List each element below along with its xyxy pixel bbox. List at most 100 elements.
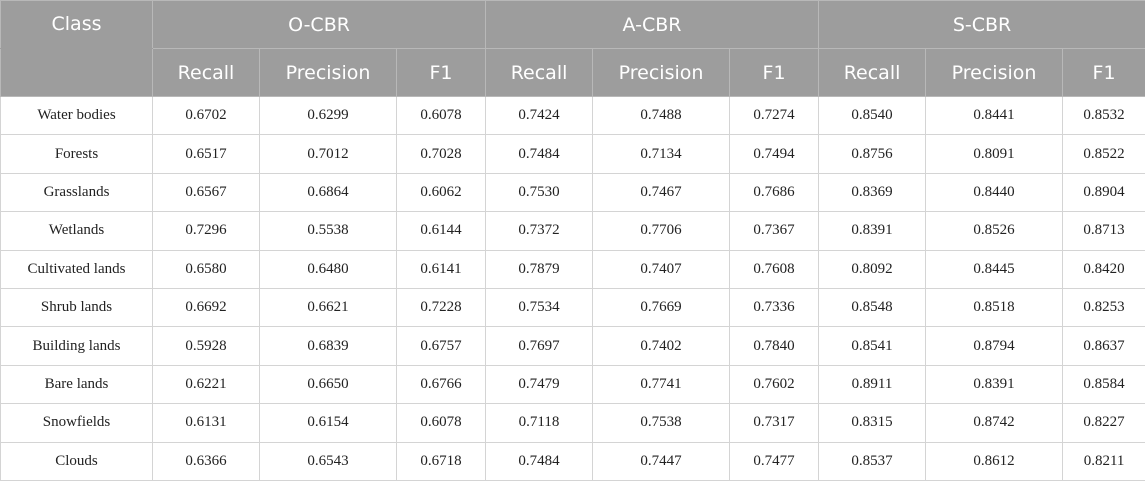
value-cell: 0.7484 [485, 134, 594, 174]
class-cell: Shrub lands [0, 287, 153, 328]
value-cell: 0.6154 [259, 403, 397, 443]
value-cell: 0.8911 [818, 364, 927, 405]
value-cell: 0.6839 [259, 326, 397, 366]
value-cell: 0.7402 [592, 326, 731, 366]
value-cell: 0.6062 [395, 172, 487, 213]
value-cell: 0.8742 [925, 403, 1064, 443]
value-cell: 0.8548 [818, 287, 927, 328]
value-cell: 0.8540 [818, 95, 927, 136]
value-cell: 0.7424 [485, 95, 594, 136]
table-row: Building lands 0.5928 0.6839 0.6757 0.7697 0.… [0, 326, 1145, 366]
value-cell: 0.8420 [1062, 249, 1145, 289]
value-cell: 0.8518 [925, 287, 1064, 328]
value-cell: 0.8391 [818, 211, 927, 251]
value-cell: 0.7840 [729, 326, 820, 366]
value-cell: 0.8441 [925, 95, 1064, 136]
value-cell: 0.6580 [152, 249, 260, 289]
value-cell: 0.7028 [395, 134, 487, 174]
class-cell: Clouds [0, 441, 153, 481]
value-cell: 0.7479 [485, 364, 594, 405]
value-cell: 0.6078 [395, 95, 487, 136]
group-header: O-CBR [151, 0, 487, 49]
value-cell: 0.7467 [592, 172, 731, 213]
value-cell: 0.7134 [592, 134, 731, 174]
column-header: F1 [1062, 48, 1145, 97]
value-cell: 0.7012 [259, 134, 397, 174]
column-header: F1 [729, 48, 820, 97]
table-row: Water bodies 0.6702 0.6299 0.6078 0.7424 0.74… [0, 95, 1145, 136]
table-row: Forests 0.6517 0.7012 0.7028 0.7484 0.7134 0.7… [0, 134, 1145, 174]
table-row: Wetlands 0.7296 0.5538 0.6144 0.7372 0.7706 0.… [0, 211, 1145, 251]
group-header: S-CBR [818, 0, 1145, 49]
value-cell: 0.7602 [729, 364, 820, 405]
value-cell: 0.7669 [592, 287, 731, 328]
value-cell: 0.6480 [259, 249, 397, 289]
table-row: Bare lands 0.6221 0.6650 0.6766 0.7479 0.7741… [0, 364, 1145, 405]
table-row: Grasslands 0.6567 0.6864 0.6062 0.7530 0.7467… [0, 172, 1145, 213]
value-cell: 0.6702 [152, 95, 260, 136]
value-cell: 0.8713 [1062, 211, 1145, 251]
value-cell: 0.6543 [259, 441, 397, 481]
value-cell: 0.6766 [395, 364, 487, 405]
value-cell: 0.8526 [925, 211, 1064, 251]
value-cell: 0.7274 [729, 95, 820, 136]
class-cell: Snowfields [0, 403, 153, 443]
column-header: Precision [592, 48, 731, 97]
class-cell: Wetlands [0, 211, 153, 251]
value-cell: 0.8904 [1062, 172, 1145, 213]
value-cell: 0.8445 [925, 249, 1064, 289]
value-cell: 0.7228 [395, 287, 487, 328]
class-cell: Grasslands [0, 172, 153, 213]
value-cell: 0.8612 [925, 441, 1064, 481]
value-cell: 0.6517 [152, 134, 260, 174]
value-cell: 0.7317 [729, 403, 820, 443]
value-cell: 0.7407 [592, 249, 731, 289]
column-header: Precision [925, 48, 1064, 97]
value-cell: 0.7530 [485, 172, 594, 213]
value-cell: 0.8227 [1062, 403, 1145, 443]
value-cell: 0.6366 [152, 441, 260, 481]
class-cell: Building lands [0, 326, 153, 366]
value-cell: 0.8637 [1062, 326, 1145, 366]
class-cell: Bare lands [0, 364, 153, 405]
value-cell: 0.6299 [259, 95, 397, 136]
value-cell: 0.7488 [592, 95, 731, 136]
value-cell: 0.7534 [485, 287, 594, 328]
class-header-spacer [0, 48, 153, 97]
column-header: Recall [152, 48, 260, 97]
value-cell: 0.8091 [925, 134, 1064, 174]
value-cell: 0.6141 [395, 249, 487, 289]
value-cell: 0.7477 [729, 441, 820, 481]
value-cell: 0.8440 [925, 172, 1064, 213]
value-cell: 0.6221 [152, 364, 260, 405]
value-cell: 0.8537 [818, 441, 927, 481]
column-header: Recall [818, 48, 927, 97]
value-cell: 0.7118 [485, 403, 594, 443]
value-cell: 0.7336 [729, 287, 820, 328]
value-cell: 0.6567 [152, 172, 260, 213]
column-header: Recall [485, 48, 594, 97]
value-cell: 0.8211 [1062, 441, 1145, 481]
value-cell: 0.8092 [818, 249, 927, 289]
table-row: Shrub lands 0.6692 0.6621 0.7228 0.7534 0.766… [0, 287, 1145, 328]
value-cell: 0.7686 [729, 172, 820, 213]
value-cell: 0.8522 [1062, 134, 1145, 174]
group-header: A-CBR [485, 0, 820, 49]
value-cell: 0.7494 [729, 134, 820, 174]
value-cell: 0.7367 [729, 211, 820, 251]
value-cell: 0.8541 [818, 326, 927, 366]
class-header: Class [0, 0, 153, 49]
value-cell: 0.8391 [925, 364, 1064, 405]
value-cell: 0.6718 [395, 441, 487, 481]
value-cell: 0.7879 [485, 249, 594, 289]
value-cell: 0.7608 [729, 249, 820, 289]
table-row: Snowfields 0.6131 0.6154 0.6078 0.7118 0.7538… [0, 403, 1145, 443]
value-cell: 0.6131 [152, 403, 260, 443]
value-cell: 0.8794 [925, 326, 1064, 366]
table-row: Clouds 0.6366 0.6543 0.6718 0.7484 0.7447 0.74… [0, 441, 1145, 481]
value-cell: 0.7372 [485, 211, 594, 251]
value-cell: 0.6864 [259, 172, 397, 213]
value-cell: 0.7538 [592, 403, 731, 443]
